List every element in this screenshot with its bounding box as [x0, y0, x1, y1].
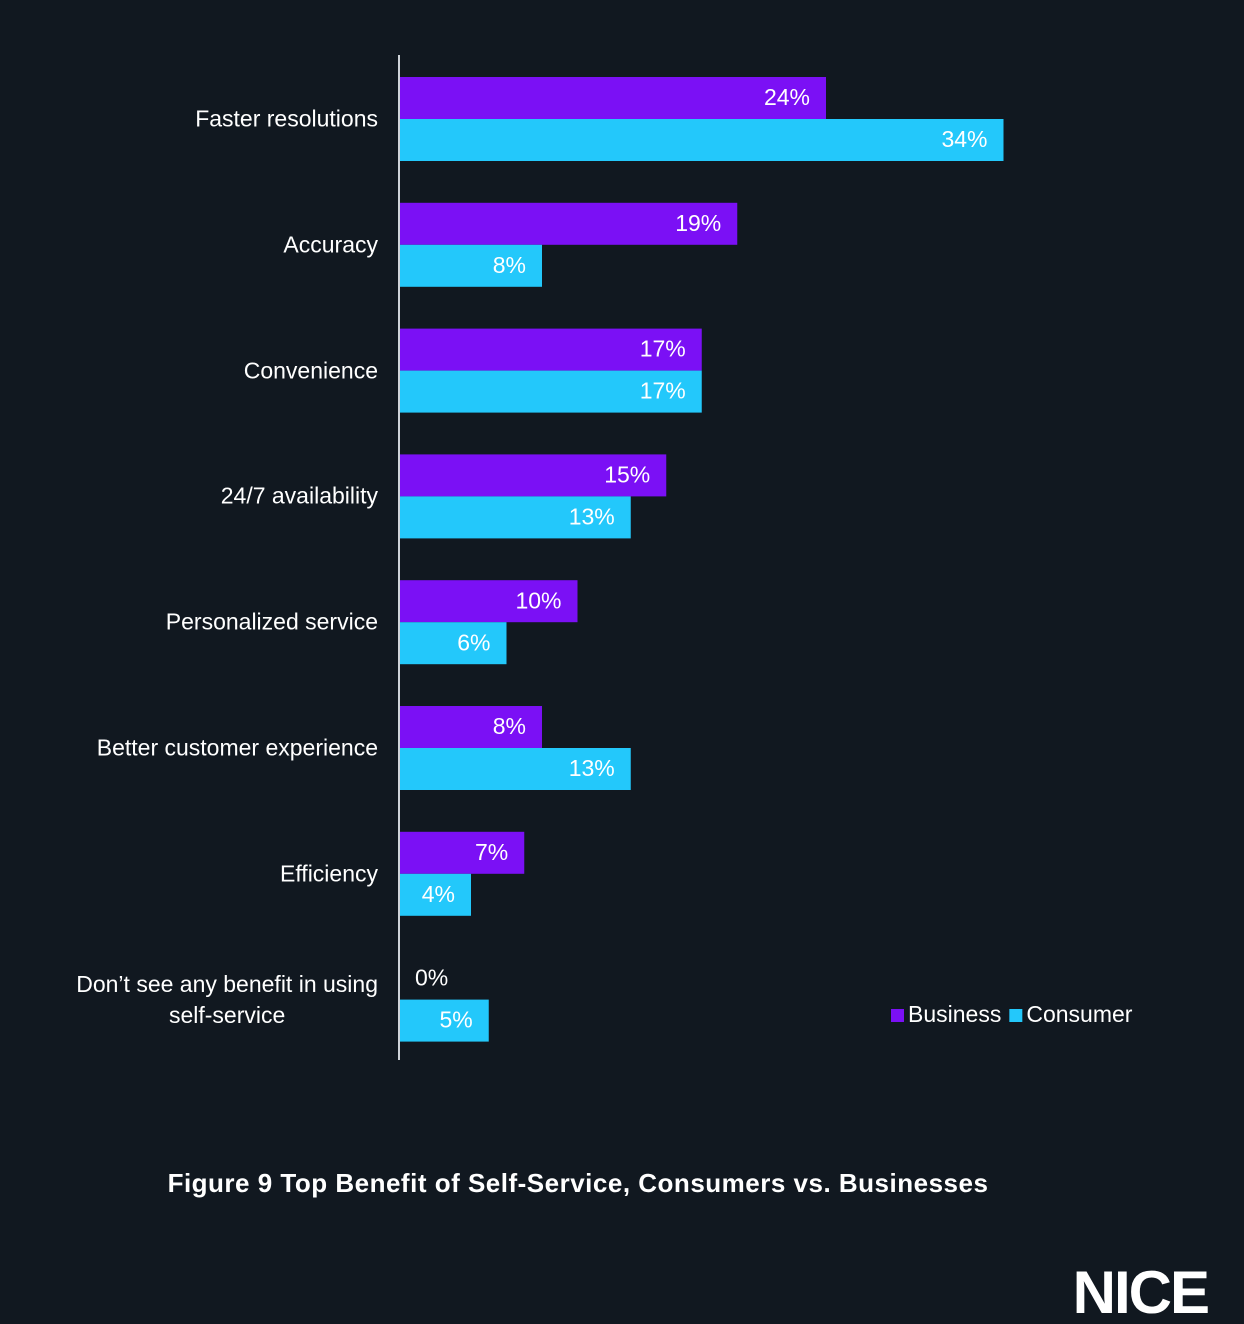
category-text: Accuracy	[283, 231, 378, 258]
chart-title: Figure 9 Top Benefit of Self-Service, Co…	[167, 1168, 989, 1198]
value-label: 34%	[941, 126, 987, 152]
value-label: 17%	[640, 336, 686, 362]
value-label: 10%	[515, 587, 561, 613]
bar	[400, 622, 507, 665]
category-label: Accuracy	[283, 229, 378, 260]
category-text: 24/7 availability	[220, 482, 378, 509]
category-label: 24/7 availability	[221, 481, 378, 512]
bar	[400, 77, 826, 119]
value-label: 8%	[493, 252, 526, 278]
category-label: Better customer experience	[97, 733, 378, 764]
value-label: 13%	[569, 755, 615, 781]
legend-swatch	[1009, 1009, 1023, 1022]
value-label: 4%	[422, 881, 455, 907]
bar	[400, 999, 489, 1042]
value-label: 5%	[440, 1007, 473, 1033]
value-label: 6%	[457, 629, 490, 655]
value-label: 0%	[415, 965, 448, 991]
bar	[400, 119, 1004, 161]
category-label: Don’t see any benefit in using self-serv…	[76, 969, 378, 1031]
bar	[400, 328, 702, 371]
category-text: Personalized service	[165, 608, 378, 635]
category-text: Don’t see any benefit in using self-serv…	[76, 970, 378, 1028]
bar	[400, 244, 542, 287]
bar	[400, 706, 542, 748]
bar	[400, 202, 738, 245]
value-label: 19%	[675, 210, 721, 236]
value-label: 7%	[475, 839, 508, 865]
bar	[400, 496, 631, 539]
category-label: Faster resolutions	[195, 104, 378, 135]
value-label: 13%	[569, 503, 615, 529]
category-label: Personalized service	[166, 607, 378, 638]
bar	[400, 748, 631, 790]
legend-label: Business	[908, 1001, 1001, 1027]
logo: NICE	[1072, 1259, 1210, 1324]
bar	[400, 370, 702, 413]
category-text: Efficiency	[279, 860, 378, 887]
category-text: Better customer experience	[96, 734, 378, 761]
legend-swatch	[891, 1009, 904, 1022]
bar	[400, 580, 578, 623]
legend-label: Consumer	[1026, 1001, 1132, 1027]
bar	[400, 873, 471, 916]
value-label: 8%	[493, 713, 526, 739]
value-label: 17%	[640, 378, 686, 404]
category-label: Convenience	[244, 355, 378, 386]
category-text: Faster resolutions	[195, 105, 378, 132]
category-label: Efficiency	[280, 858, 378, 889]
category-text: Convenience	[243, 357, 378, 384]
value-label: 24%	[764, 84, 810, 110]
bar	[400, 454, 667, 497]
value-label: 15%	[604, 461, 650, 487]
bar	[400, 831, 525, 874]
